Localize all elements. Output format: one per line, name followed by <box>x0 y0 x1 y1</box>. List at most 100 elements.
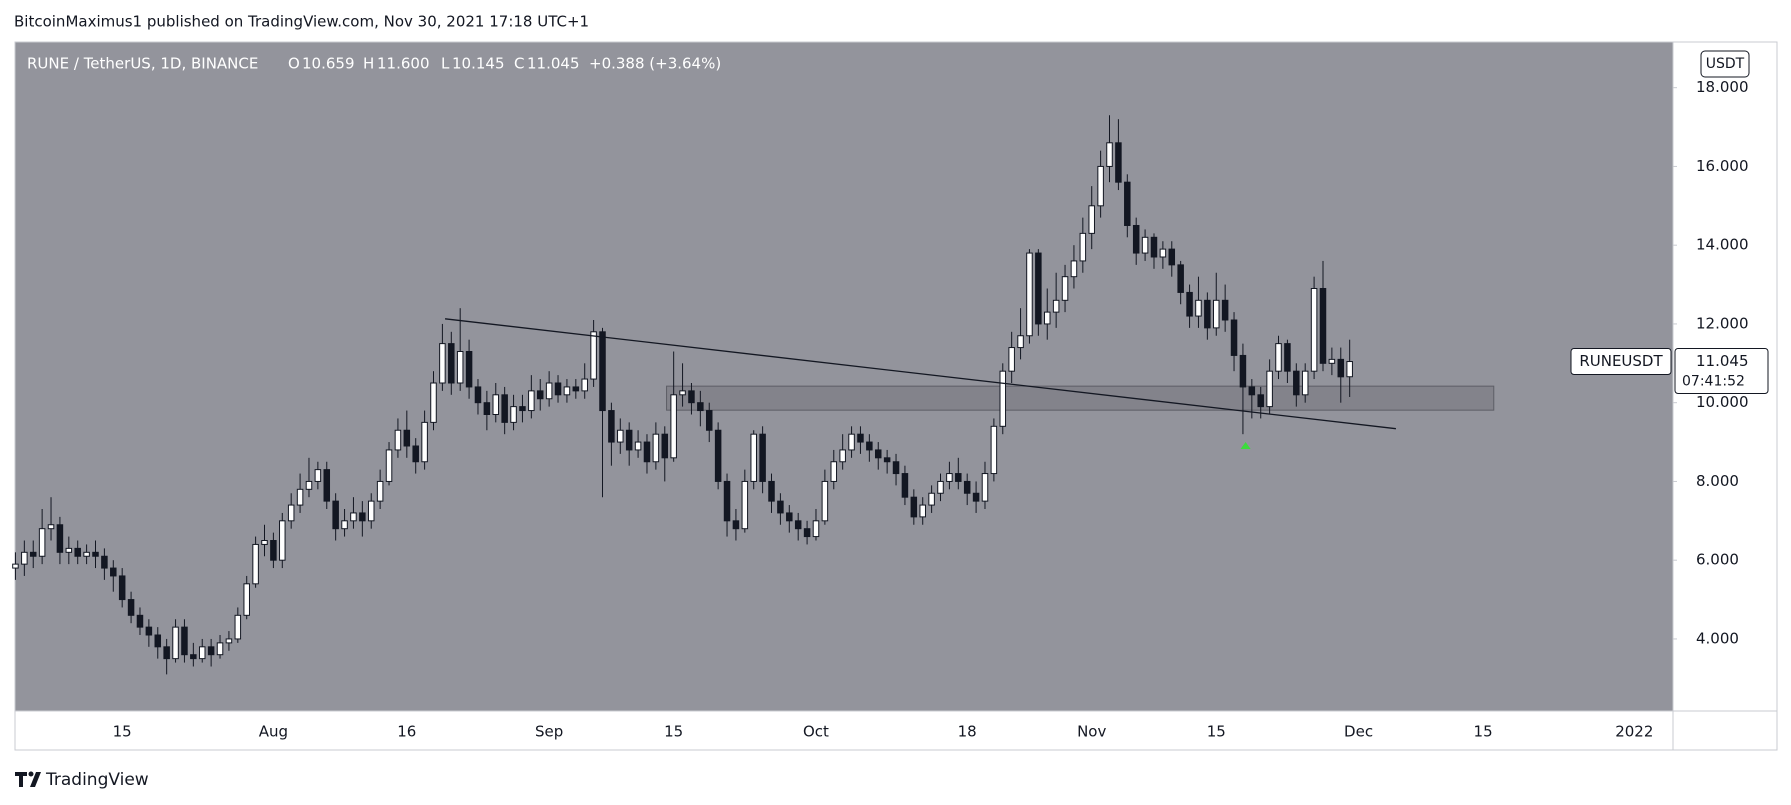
symbol-label: RUNE / TetherUS, 1D, BINANCE <box>27 55 258 73</box>
x-tick-label: 15 <box>113 723 132 741</box>
candle-body <box>1212 299 1220 329</box>
candle-body <box>750 433 757 482</box>
candle-body <box>1257 394 1264 408</box>
candle-body <box>1150 236 1158 258</box>
legend-close-key: C <box>514 55 524 73</box>
candle-body <box>456 350 464 384</box>
candle-body <box>118 575 126 601</box>
candle-body <box>65 547 73 553</box>
candle-body <box>963 480 971 494</box>
candle-body <box>163 646 170 660</box>
candle-body <box>323 469 331 502</box>
x-tick-label: 16 <box>397 723 416 741</box>
candle-body <box>830 461 838 482</box>
candle-body <box>1293 370 1300 396</box>
legend-close: 11.045 <box>527 55 580 73</box>
ticker-tag <box>1570 348 1672 376</box>
candle-body <box>510 406 517 423</box>
candle-body <box>786 512 793 522</box>
support-zone <box>666 385 1495 411</box>
candle-body <box>554 382 562 396</box>
candle-body <box>1266 370 1273 408</box>
legend-open-key: O <box>288 55 300 73</box>
candle-body <box>38 528 46 557</box>
candle-body <box>634 441 642 451</box>
candle-body <box>545 382 553 400</box>
candle-body <box>501 394 508 423</box>
legend-change: +0.388 (+3.64%) <box>589 55 721 73</box>
candle-body <box>919 504 926 518</box>
candle-body <box>581 378 588 392</box>
candle-body <box>697 402 704 412</box>
brand-name: TradingView <box>45 770 149 790</box>
candle-body <box>394 429 402 451</box>
x-tick-label: 15 <box>664 723 683 741</box>
legend-high-key: H <box>363 55 374 73</box>
candle-body <box>608 410 615 443</box>
candle-body <box>1106 142 1113 167</box>
candle-body <box>999 370 1007 427</box>
candle-body <box>625 429 633 451</box>
candle-body <box>661 433 669 459</box>
candle-body <box>937 480 944 494</box>
candle-body <box>688 390 695 404</box>
candle-body <box>679 390 686 396</box>
candle-body <box>1079 232 1087 262</box>
candle-body <box>848 433 855 451</box>
candle-body <box>421 421 428 463</box>
candle-body <box>1159 248 1167 258</box>
candle-body <box>12 563 19 569</box>
legend-low: 10.145 <box>452 55 505 73</box>
candle-body <box>1043 311 1051 325</box>
candle-body <box>1168 248 1176 266</box>
y-tick-label: 18.000 <box>1696 78 1749 96</box>
candle-body <box>367 500 375 522</box>
candle-body <box>759 433 766 482</box>
candle-body <box>572 386 580 392</box>
candle-body <box>519 406 526 412</box>
y-tick-label: 4.000 <box>1696 629 1739 647</box>
candle-body <box>1301 370 1309 396</box>
candle-body <box>732 520 740 530</box>
candle-body <box>261 540 268 545</box>
candle-body <box>305 480 313 490</box>
y-tick-label: 6.000 <box>1696 551 1739 569</box>
candle-body <box>1346 361 1353 378</box>
candle-body <box>127 599 135 616</box>
candle-body <box>821 480 829 522</box>
plot-area <box>12 115 1495 675</box>
candle-body <box>1310 287 1318 372</box>
candle-body <box>101 555 108 569</box>
currency-box[interactable] <box>1700 50 1750 78</box>
candle-body <box>252 543 259 585</box>
candle-body <box>599 331 606 412</box>
candle-body <box>216 642 224 656</box>
candle-body <box>1088 205 1095 234</box>
candle-body <box>341 520 348 530</box>
candle-body <box>172 626 179 660</box>
candle-body <box>874 449 882 459</box>
candle-body <box>777 500 784 514</box>
candle-body <box>1337 358 1345 378</box>
candle-body <box>972 492 980 502</box>
candle-body <box>1141 236 1149 254</box>
candle-body <box>465 350 473 388</box>
candle-body <box>857 433 864 443</box>
y-tick-label: 12.000 <box>1696 314 1749 332</box>
candle-body <box>990 425 998 475</box>
publisher-header: BitcoinMaximus1 published on TradingView… <box>14 13 589 31</box>
candle-body <box>1026 252 1033 337</box>
candle-body <box>279 520 286 561</box>
candle-body <box>92 551 99 557</box>
candle-body <box>812 520 820 538</box>
y-tick-label: 14.000 <box>1696 236 1749 254</box>
candle-body <box>198 646 206 660</box>
candle-body <box>181 626 188 656</box>
candle-body <box>296 488 304 506</box>
currency-label[interactable]: USDT <box>1706 56 1745 72</box>
chart-frame <box>14 41 1778 751</box>
y-tick-label: 16.000 <box>1696 157 1749 175</box>
candle-body <box>955 473 962 482</box>
candle-body <box>190 654 197 660</box>
candle-body <box>981 473 989 502</box>
